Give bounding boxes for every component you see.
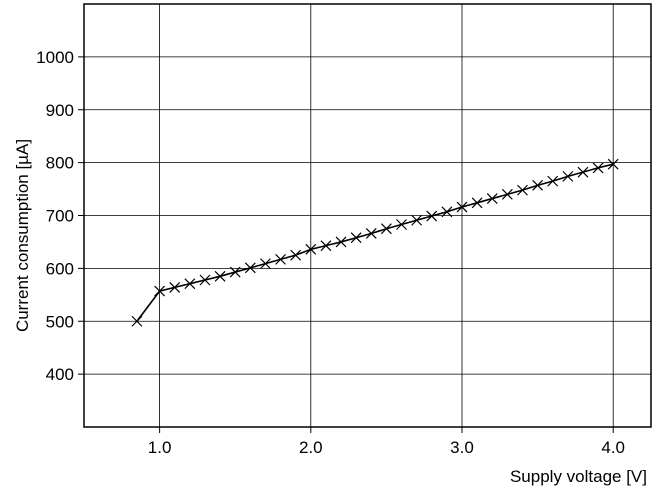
series-line bbox=[136, 163, 614, 322]
y-tick-label: 500 bbox=[46, 312, 74, 331]
data-point-marker bbox=[456, 201, 468, 213]
data-point-marker bbox=[411, 214, 423, 226]
data-point-marker bbox=[365, 228, 377, 239]
data-point-marker bbox=[441, 206, 453, 218]
y-axis-label: Current consumption [µA] bbox=[13, 139, 32, 332]
data-point-marker bbox=[350, 232, 362, 244]
y-tick-labels: 400 500 600 700 800 900 1000 bbox=[36, 48, 74, 384]
y-tick-label: 900 bbox=[46, 101, 74, 120]
series-group bbox=[131, 158, 619, 327]
data-point-marker bbox=[547, 175, 559, 187]
data-point-marker bbox=[501, 188, 513, 200]
y-tick-label: 700 bbox=[46, 207, 74, 226]
y-tick-label: 800 bbox=[46, 154, 74, 173]
data-point-marker bbox=[562, 170, 574, 182]
data-point-marker bbox=[199, 274, 211, 286]
data-point-marker bbox=[335, 236, 347, 248]
y-tick-label: 1000 bbox=[36, 48, 74, 67]
data-point-marker bbox=[214, 270, 226, 282]
data-point-marker bbox=[577, 166, 589, 178]
x-tick-labels: 1.0 2.0 3.0 4.0 bbox=[148, 438, 625, 457]
data-point-marker bbox=[471, 197, 483, 209]
data-point-marker bbox=[229, 266, 241, 278]
data-point-marker bbox=[244, 262, 256, 274]
x-axis-label: Supply voltage [V] bbox=[510, 467, 647, 486]
data-point-marker bbox=[275, 253, 286, 265]
data-point-marker bbox=[426, 210, 438, 222]
data-point-marker bbox=[290, 249, 302, 261]
data-point-marker bbox=[169, 281, 181, 293]
plot-frame bbox=[83, 3, 652, 428]
y-tick-label: 600 bbox=[46, 259, 74, 278]
data-point-marker bbox=[607, 158, 619, 170]
y-tick-label: 400 bbox=[46, 365, 74, 384]
data-point-marker bbox=[380, 223, 392, 235]
data-point-marker bbox=[532, 179, 544, 191]
data-point-marker bbox=[154, 285, 166, 297]
data-point-marker bbox=[517, 184, 528, 196]
data-point-marker bbox=[592, 162, 604, 174]
data-point-marker bbox=[184, 278, 196, 290]
data-point-marker bbox=[486, 193, 498, 205]
data-point-marker bbox=[396, 219, 407, 230]
grid bbox=[78, 4, 651, 433]
x-tick-label: 3.0 bbox=[450, 438, 474, 457]
data-point-marker bbox=[305, 243, 317, 255]
x-tick-label: 4.0 bbox=[601, 438, 625, 457]
x-tick-label: 1.0 bbox=[148, 438, 172, 457]
data-point-marker bbox=[131, 315, 143, 327]
data-point-marker bbox=[260, 258, 271, 270]
x-tick-label: 2.0 bbox=[299, 438, 323, 457]
data-point-marker bbox=[320, 240, 332, 252]
